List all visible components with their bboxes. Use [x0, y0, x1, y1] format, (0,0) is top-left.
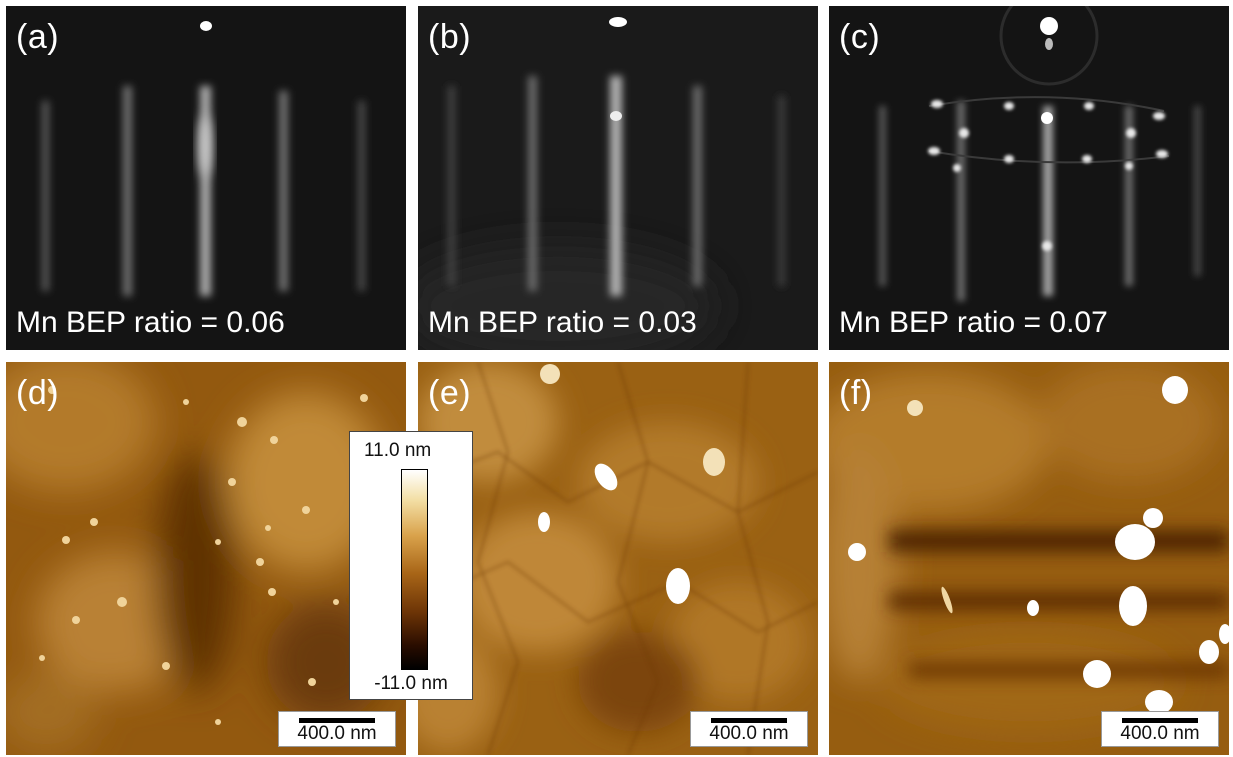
- scale-bar-line: [299, 718, 375, 723]
- scale-bar-line: [711, 718, 787, 723]
- scale-bar-line: [1122, 718, 1198, 723]
- rheed-panel-c: (c) Mn BEP ratio = 0.07: [829, 6, 1229, 350]
- colorbar-min-label: -11.0 nm: [374, 673, 448, 694]
- afm-image-f: [829, 362, 1229, 755]
- panel-label-d: (d): [16, 374, 60, 412]
- panel-label-e: (e): [428, 374, 472, 412]
- height-colorbar: 11.0 nm -11.0 nm: [349, 431, 473, 700]
- afm-image-e: [418, 362, 818, 755]
- scale-bar-label: 400.0 nm: [297, 723, 377, 744]
- colorbar-gradient: [401, 469, 428, 670]
- rheed-image-a: [6, 6, 406, 350]
- scale-bar-e: 400.0 nm: [690, 711, 808, 747]
- bep-ratio-c: Mn BEP ratio = 0.07: [839, 306, 1108, 339]
- scale-bar-label: 400.0 nm: [1120, 723, 1200, 744]
- panel-label-b: (b): [428, 18, 472, 56]
- afm-panel-f: (f) 400.0 nm: [829, 362, 1229, 755]
- scale-bar-d: 400.0 nm: [278, 711, 396, 747]
- afm-panel-d: (d) 400.0 nm: [6, 362, 406, 755]
- bep-ratio-a: Mn BEP ratio = 0.06: [16, 306, 285, 339]
- rheed-image-b: [418, 6, 818, 350]
- afm-panel-e: (e) 400.0 nm: [418, 362, 818, 755]
- scale-bar-label: 400.0 nm: [709, 723, 789, 744]
- panel-label-a: (a): [16, 18, 60, 56]
- panel-label-f: (f): [839, 374, 873, 412]
- afm-image-d: [6, 362, 406, 755]
- scale-bar-f: 400.0 nm: [1101, 711, 1219, 747]
- rheed-panel-a: (a) Mn BEP ratio = 0.06: [6, 6, 406, 350]
- panel-label-c: (c): [839, 18, 881, 56]
- colorbar-max-label: 11.0 nm: [364, 440, 432, 461]
- rheed-panel-b: (b) Mn BEP ratio = 0.03: [418, 6, 818, 350]
- rheed-image-c: [829, 6, 1229, 350]
- bep-ratio-b: Mn BEP ratio = 0.03: [428, 306, 697, 339]
